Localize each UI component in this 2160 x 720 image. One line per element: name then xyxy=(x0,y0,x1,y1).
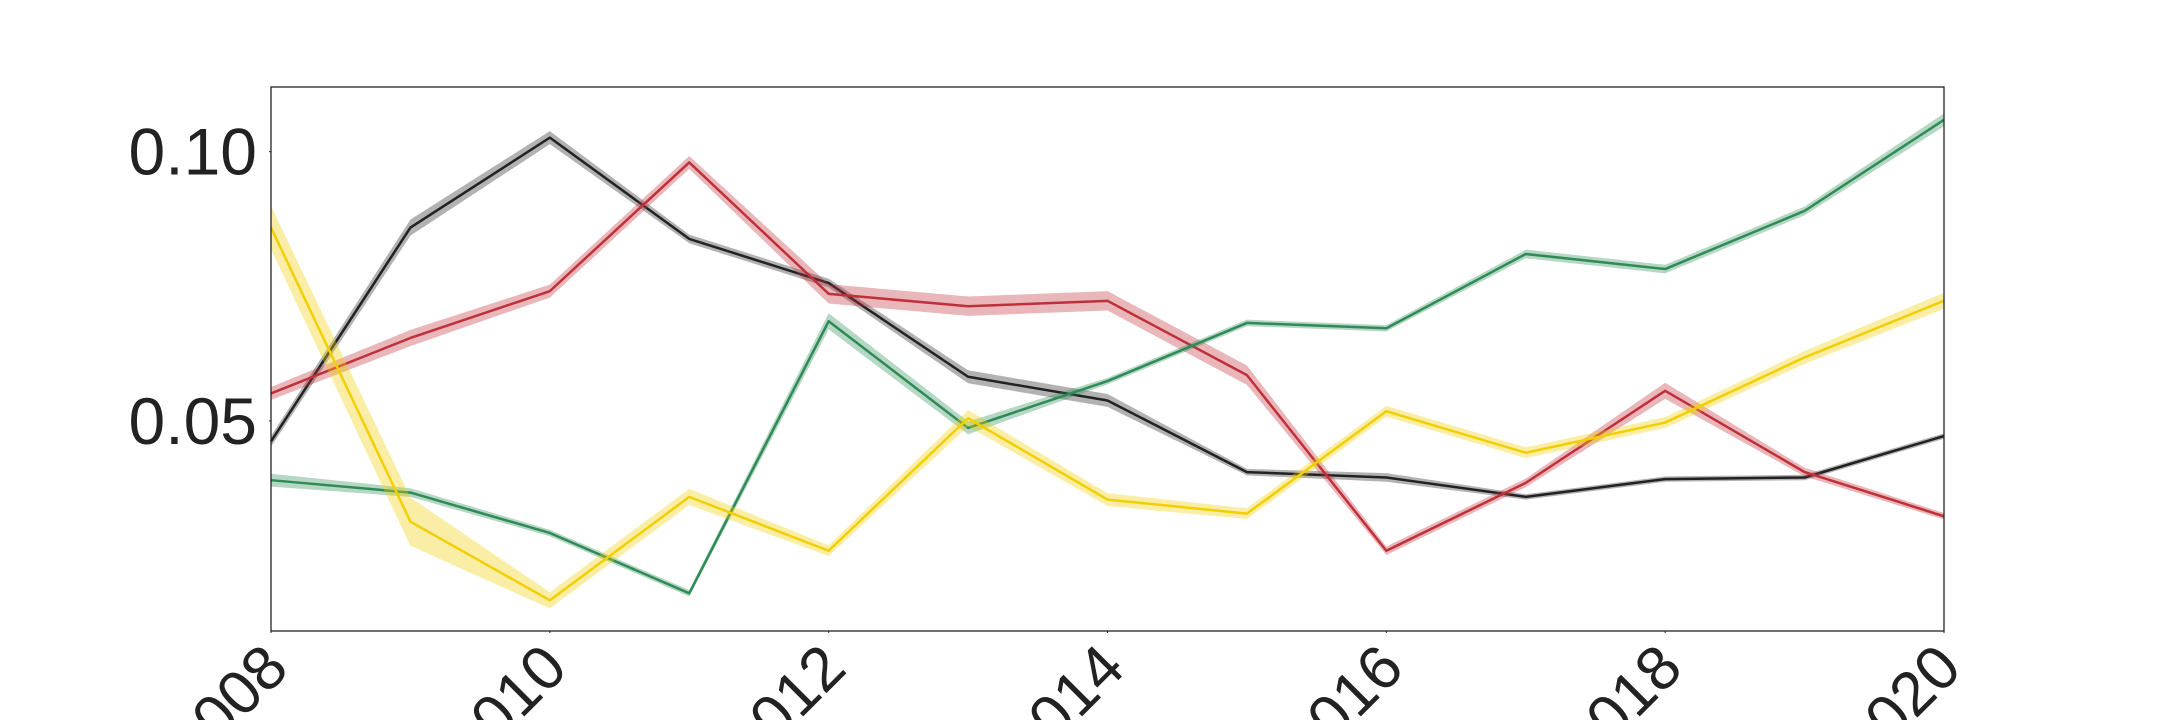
series-line xyxy=(269,136,1945,499)
confidence-band xyxy=(271,206,1944,609)
y-tick-label: 0.05 xyxy=(129,384,257,458)
x-tick-label: 2016 xyxy=(1270,632,1416,720)
plot-frame xyxy=(270,86,1945,632)
x-tick-label: 2020 xyxy=(1828,632,1974,720)
x-tick-label: 2018 xyxy=(1549,632,1695,720)
series-line xyxy=(270,118,1945,595)
series-line xyxy=(270,161,1945,552)
confidence-band xyxy=(271,131,1944,500)
x-tick-label: 2010 xyxy=(433,632,579,720)
x-tick-label: 2014 xyxy=(991,632,1137,720)
y-tick-label: 0.10 xyxy=(129,115,257,189)
x-tick-label: 2008 xyxy=(155,632,301,720)
series-line xyxy=(269,227,1945,602)
x-tick-label: 2012 xyxy=(712,632,858,720)
